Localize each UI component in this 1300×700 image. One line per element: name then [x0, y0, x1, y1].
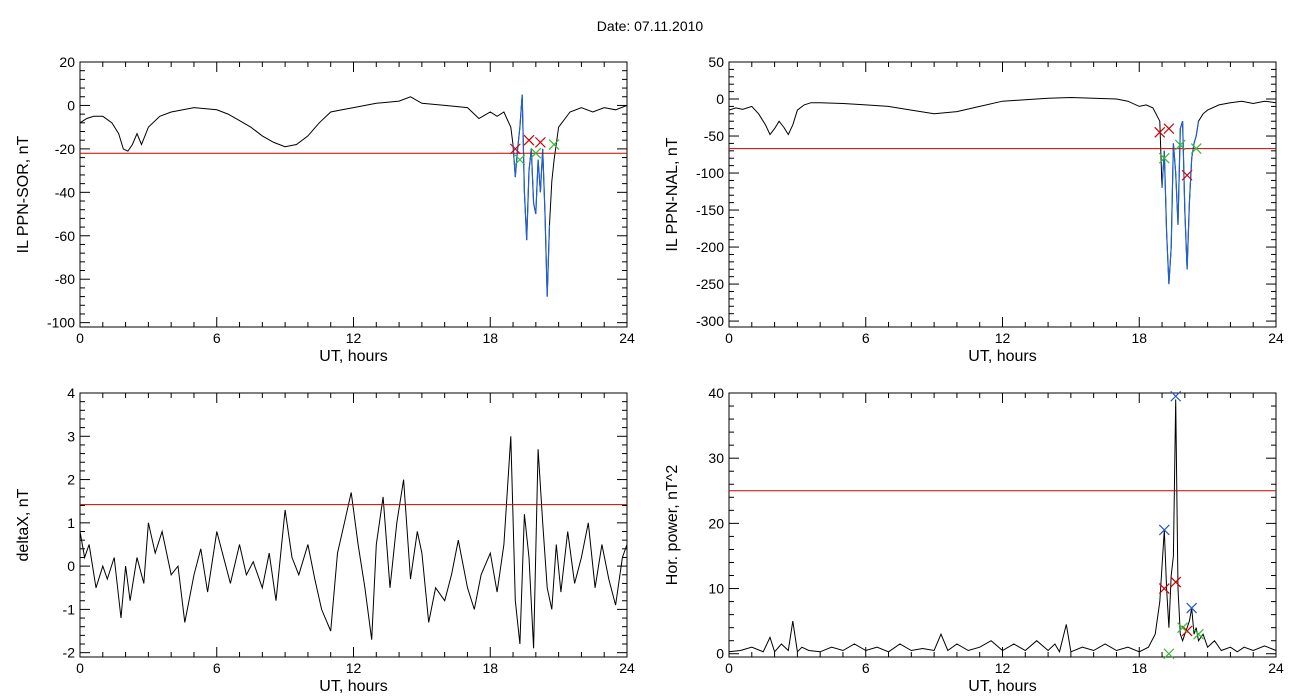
- y-tick-label: 4: [67, 385, 75, 401]
- x-axis-label: UT, hours: [968, 348, 1036, 365]
- event-marker: [1190, 143, 1202, 155]
- event-marker: [1193, 628, 1204, 640]
- event-marker: [1170, 576, 1182, 588]
- plot-frame: [79, 392, 628, 658]
- event-marker: [530, 147, 542, 159]
- plot-frame: [728, 61, 1277, 328]
- y-axis-label: IL PPN-NAL, nT: [664, 137, 681, 251]
- y-tick-label: 0: [716, 91, 724, 107]
- y-tick-label: -200: [696, 239, 724, 255]
- x-tick-label: 24: [619, 330, 635, 346]
- y-tick-label: -20: [55, 141, 75, 157]
- y-tick-label: 1: [67, 515, 75, 531]
- y-tick-label: 30: [708, 450, 724, 466]
- event-marker: [534, 136, 546, 148]
- y-tick-label: 20: [59, 54, 75, 70]
- y-tick-label: 20: [708, 515, 724, 531]
- x-tick-label: 12: [346, 330, 362, 346]
- x-tick-label: 0: [725, 330, 733, 346]
- y-tick-label: 3: [67, 428, 75, 444]
- y-tick-label: -250: [696, 276, 724, 292]
- x-tick-label: 18: [1131, 660, 1147, 676]
- y-tick-label: -100: [47, 315, 75, 331]
- data-line: [728, 399, 1277, 654]
- panel-ppn-nal: 0 6 12 18 24 -300 -250 -200 -150 -100 -50 0 50 UT, ho…: [664, 54, 1284, 365]
- x-tick-label: 0: [76, 660, 84, 676]
- x-axis-label: UT, hours: [968, 678, 1036, 695]
- y-tick-label: -150: [696, 202, 724, 218]
- event-marker: [548, 139, 560, 150]
- x-tick-label: 6: [862, 660, 870, 676]
- plot-frame: [728, 392, 1277, 658]
- x-tick-label: 24: [1268, 660, 1284, 676]
- x-tick-label: 18: [482, 660, 498, 676]
- y-tick-label: 2: [67, 472, 75, 488]
- y-axis-label: Hor. power, nT^2: [664, 465, 681, 586]
- event-marker: [523, 134, 535, 146]
- y-tick-label: -300: [696, 313, 724, 329]
- event-marker: [1181, 625, 1193, 637]
- y-tick-label: -60: [55, 228, 75, 244]
- x-tick-label: 0: [725, 660, 733, 676]
- event-marker: [1154, 126, 1166, 138]
- x-tick-label: 24: [619, 660, 635, 676]
- y-tick-label: -1: [63, 601, 76, 617]
- event-marker: [1163, 648, 1175, 660]
- event-marker: [1174, 139, 1186, 151]
- highlight-line: [1161, 121, 1200, 285]
- y-tick-label: -100: [696, 165, 724, 181]
- page-title: Date: 07.11.2010: [596, 18, 704, 34]
- panel-hor-power: 0 6 12 18 24 0 10 20 30 40 UT, hours Hor. power, nT…: [664, 385, 1284, 695]
- highlight-line: [512, 94, 551, 297]
- y-tick-label: 10: [708, 581, 724, 597]
- y-tick-label: 0: [716, 646, 724, 662]
- y-tick-label: 0: [67, 558, 75, 574]
- y-tick-label: -50: [704, 128, 724, 144]
- event-marker: [509, 143, 521, 155]
- event-marker: [1158, 152, 1170, 164]
- x-tick-label: 18: [482, 330, 498, 346]
- x-axis-label: UT, hours: [319, 678, 387, 695]
- event-marker: [1186, 602, 1198, 614]
- y-axis-label: IL PPN-SOR, nT: [15, 135, 32, 253]
- event-marker: [1177, 622, 1188, 634]
- event-marker: [1181, 169, 1193, 181]
- y-tick-label: 0: [67, 97, 75, 113]
- event-marker: [514, 154, 526, 166]
- data-line: [79, 436, 628, 649]
- x-tick-label: 12: [995, 330, 1011, 346]
- y-tick-label: -80: [55, 271, 75, 287]
- event-marker: [1163, 123, 1175, 135]
- x-tick-label: 12: [995, 660, 1011, 676]
- y-tick-label: -40: [55, 184, 75, 200]
- x-tick-label: 6: [862, 330, 870, 346]
- event-marker: [1170, 390, 1182, 402]
- plot-frame: [79, 61, 628, 328]
- y-axis-label: deltaX, nT: [15, 488, 32, 561]
- y-tick-label: 50: [708, 54, 724, 70]
- event-marker: [1158, 524, 1170, 536]
- event-marker: [1158, 583, 1170, 594]
- panel-ppn-sor: 0 6 12 18 24 -100 -80 -60 -40 -20 0 20 UT, hours IL P…: [15, 54, 635, 365]
- y-tick-label: 40: [708, 385, 724, 401]
- x-tick-label: 0: [76, 330, 84, 346]
- x-tick-label: 12: [346, 660, 362, 676]
- x-tick-label: 6: [213, 330, 221, 346]
- x-axis-label: UT, hours: [319, 348, 387, 365]
- x-tick-label: 18: [1131, 330, 1147, 346]
- data-line: [728, 96, 1277, 285]
- y-tick-label: -2: [63, 645, 76, 661]
- x-tick-label: 24: [1268, 330, 1284, 346]
- x-tick-label: 6: [213, 660, 221, 676]
